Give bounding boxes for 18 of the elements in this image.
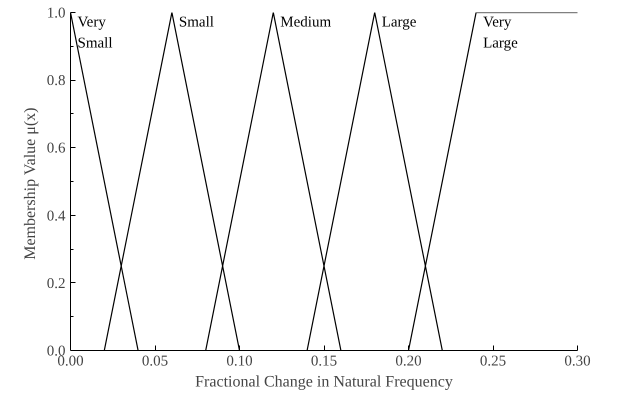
x-tick-label: 0.05	[142, 354, 168, 370]
y-tick-label: 0.2	[46, 276, 66, 292]
series-label: Large	[382, 14, 417, 30]
y-tick-label: 0.4	[46, 208, 66, 224]
series-label: Very Small	[78, 14, 113, 52]
x-tick-label: 0.30	[564, 354, 591, 370]
y-axis-title: Membership Value μ(x)	[22, 108, 39, 260]
x-axis-title: Fractional Change in Natural Frequency	[195, 374, 453, 390]
y-tick-label: 0.6	[46, 140, 66, 157]
x-tick-label: 0.10	[226, 354, 253, 370]
x-tick-label: 0.25	[480, 354, 506, 370]
series-label: Very Large	[483, 14, 518, 52]
x-tick-label: 0.15	[310, 354, 338, 370]
series-label: Medium	[280, 14, 332, 30]
x-tick-label: 0.20	[395, 354, 422, 370]
y-tick-label: 0.8	[46, 73, 66, 90]
series-label: Small	[178, 14, 214, 30]
y-tick-label: 1.0	[46, 6, 66, 22]
